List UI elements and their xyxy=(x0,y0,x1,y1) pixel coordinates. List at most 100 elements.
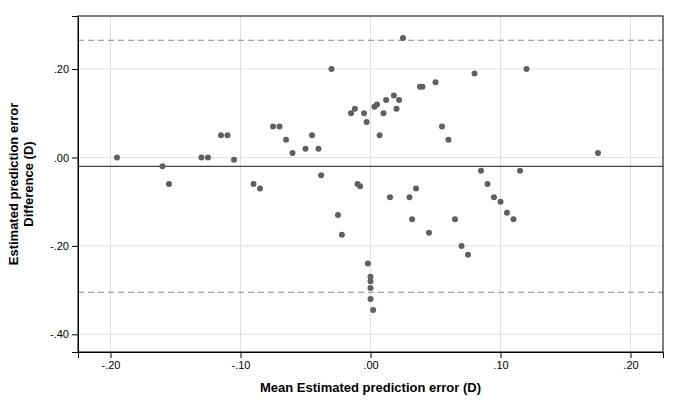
point xyxy=(368,278,374,284)
grid xyxy=(78,16,663,352)
x-tick-label: .00 xyxy=(363,359,378,371)
point xyxy=(465,252,471,258)
point xyxy=(361,110,367,116)
point xyxy=(595,150,601,156)
y-axis-line xyxy=(72,17,79,353)
point xyxy=(420,84,426,90)
y-grid-line xyxy=(78,334,663,335)
point xyxy=(517,168,523,174)
point xyxy=(504,210,510,216)
y-tick: .20 xyxy=(54,63,78,75)
point xyxy=(478,168,484,174)
x-tick-label: .20 xyxy=(623,359,638,371)
y-tick-mark xyxy=(72,334,78,335)
upper-loa xyxy=(78,40,663,41)
point xyxy=(166,181,172,187)
point xyxy=(270,124,276,130)
point xyxy=(114,154,120,160)
x-tick-mark xyxy=(241,352,242,358)
x-tick-label: -.10 xyxy=(232,359,251,371)
y-axis-title-line: Difference (D) xyxy=(21,141,36,226)
x-axis-title: Mean Estimated prediction error (D) xyxy=(260,380,481,395)
point xyxy=(377,132,383,138)
y-axis-title: Estimated prediction errorDifference (D) xyxy=(6,103,36,266)
point xyxy=(225,132,231,138)
point xyxy=(352,106,358,112)
point xyxy=(218,132,224,138)
points xyxy=(114,35,601,313)
point xyxy=(426,230,432,236)
point xyxy=(524,66,530,72)
x-tick: .10 xyxy=(493,352,508,371)
mean-line xyxy=(78,166,663,167)
point xyxy=(277,124,283,130)
lower-loa xyxy=(78,292,663,293)
y-grid-line xyxy=(78,245,663,246)
point xyxy=(383,97,389,103)
x-grid-line xyxy=(500,16,501,352)
point xyxy=(452,216,458,222)
x-tick-label: -.20 xyxy=(102,359,121,371)
point xyxy=(160,163,166,169)
point xyxy=(309,132,315,138)
x-grid-line xyxy=(110,16,111,352)
point xyxy=(368,296,374,302)
y-tick-mark xyxy=(72,69,78,70)
y-grid-line xyxy=(78,69,663,70)
point xyxy=(318,172,324,178)
plot-frame xyxy=(78,16,663,352)
data-area xyxy=(78,35,663,313)
point xyxy=(365,261,371,267)
point xyxy=(251,181,257,187)
x-tick-mark xyxy=(631,352,632,358)
point xyxy=(439,124,445,130)
x-axis: -.20 -.10 .00 .10 .20 xyxy=(79,352,664,371)
y-tick: .00 xyxy=(54,151,78,163)
point xyxy=(368,285,374,291)
point xyxy=(205,154,211,160)
x-axis-line xyxy=(79,353,664,359)
x-tick: -.20 xyxy=(102,352,121,371)
x-tick-mark xyxy=(501,352,502,358)
point xyxy=(290,150,296,156)
point xyxy=(231,157,237,163)
y-tick: -.20 xyxy=(50,240,78,252)
point xyxy=(409,216,415,222)
x-tick-mark xyxy=(111,352,112,358)
point xyxy=(446,137,452,143)
point xyxy=(199,154,205,160)
point xyxy=(407,194,413,200)
y-tick-label: .20 xyxy=(54,63,69,75)
point xyxy=(394,106,400,112)
x-tick-mark xyxy=(371,352,372,358)
y-axis-title-line: Estimated prediction error xyxy=(6,103,21,266)
y-tick-label: -.20 xyxy=(50,240,69,252)
x-tick-label: .10 xyxy=(493,359,508,371)
point xyxy=(364,119,370,125)
point xyxy=(381,110,387,116)
point xyxy=(370,307,376,313)
point xyxy=(357,183,363,189)
point xyxy=(472,70,478,76)
point xyxy=(491,194,497,200)
y-axis: -.40 -.20 .00 .20 xyxy=(50,17,78,353)
point xyxy=(511,216,517,222)
x-tick: .00 xyxy=(363,352,378,371)
x-grid-line xyxy=(630,16,631,352)
point xyxy=(316,146,322,152)
x-tick: .20 xyxy=(623,352,638,371)
x-grid-line xyxy=(240,16,241,352)
y-grid-line xyxy=(78,157,663,158)
x-tick: -.10 xyxy=(232,352,251,371)
y-tick-label: -.40 xyxy=(50,328,69,340)
point xyxy=(396,97,402,103)
point xyxy=(391,93,397,99)
point xyxy=(400,35,406,41)
point xyxy=(283,137,289,143)
point xyxy=(329,66,335,72)
point xyxy=(257,185,263,191)
y-tick: -.40 xyxy=(50,328,78,340)
point xyxy=(335,212,341,218)
point xyxy=(374,101,380,107)
y-tick-mark xyxy=(72,157,78,158)
